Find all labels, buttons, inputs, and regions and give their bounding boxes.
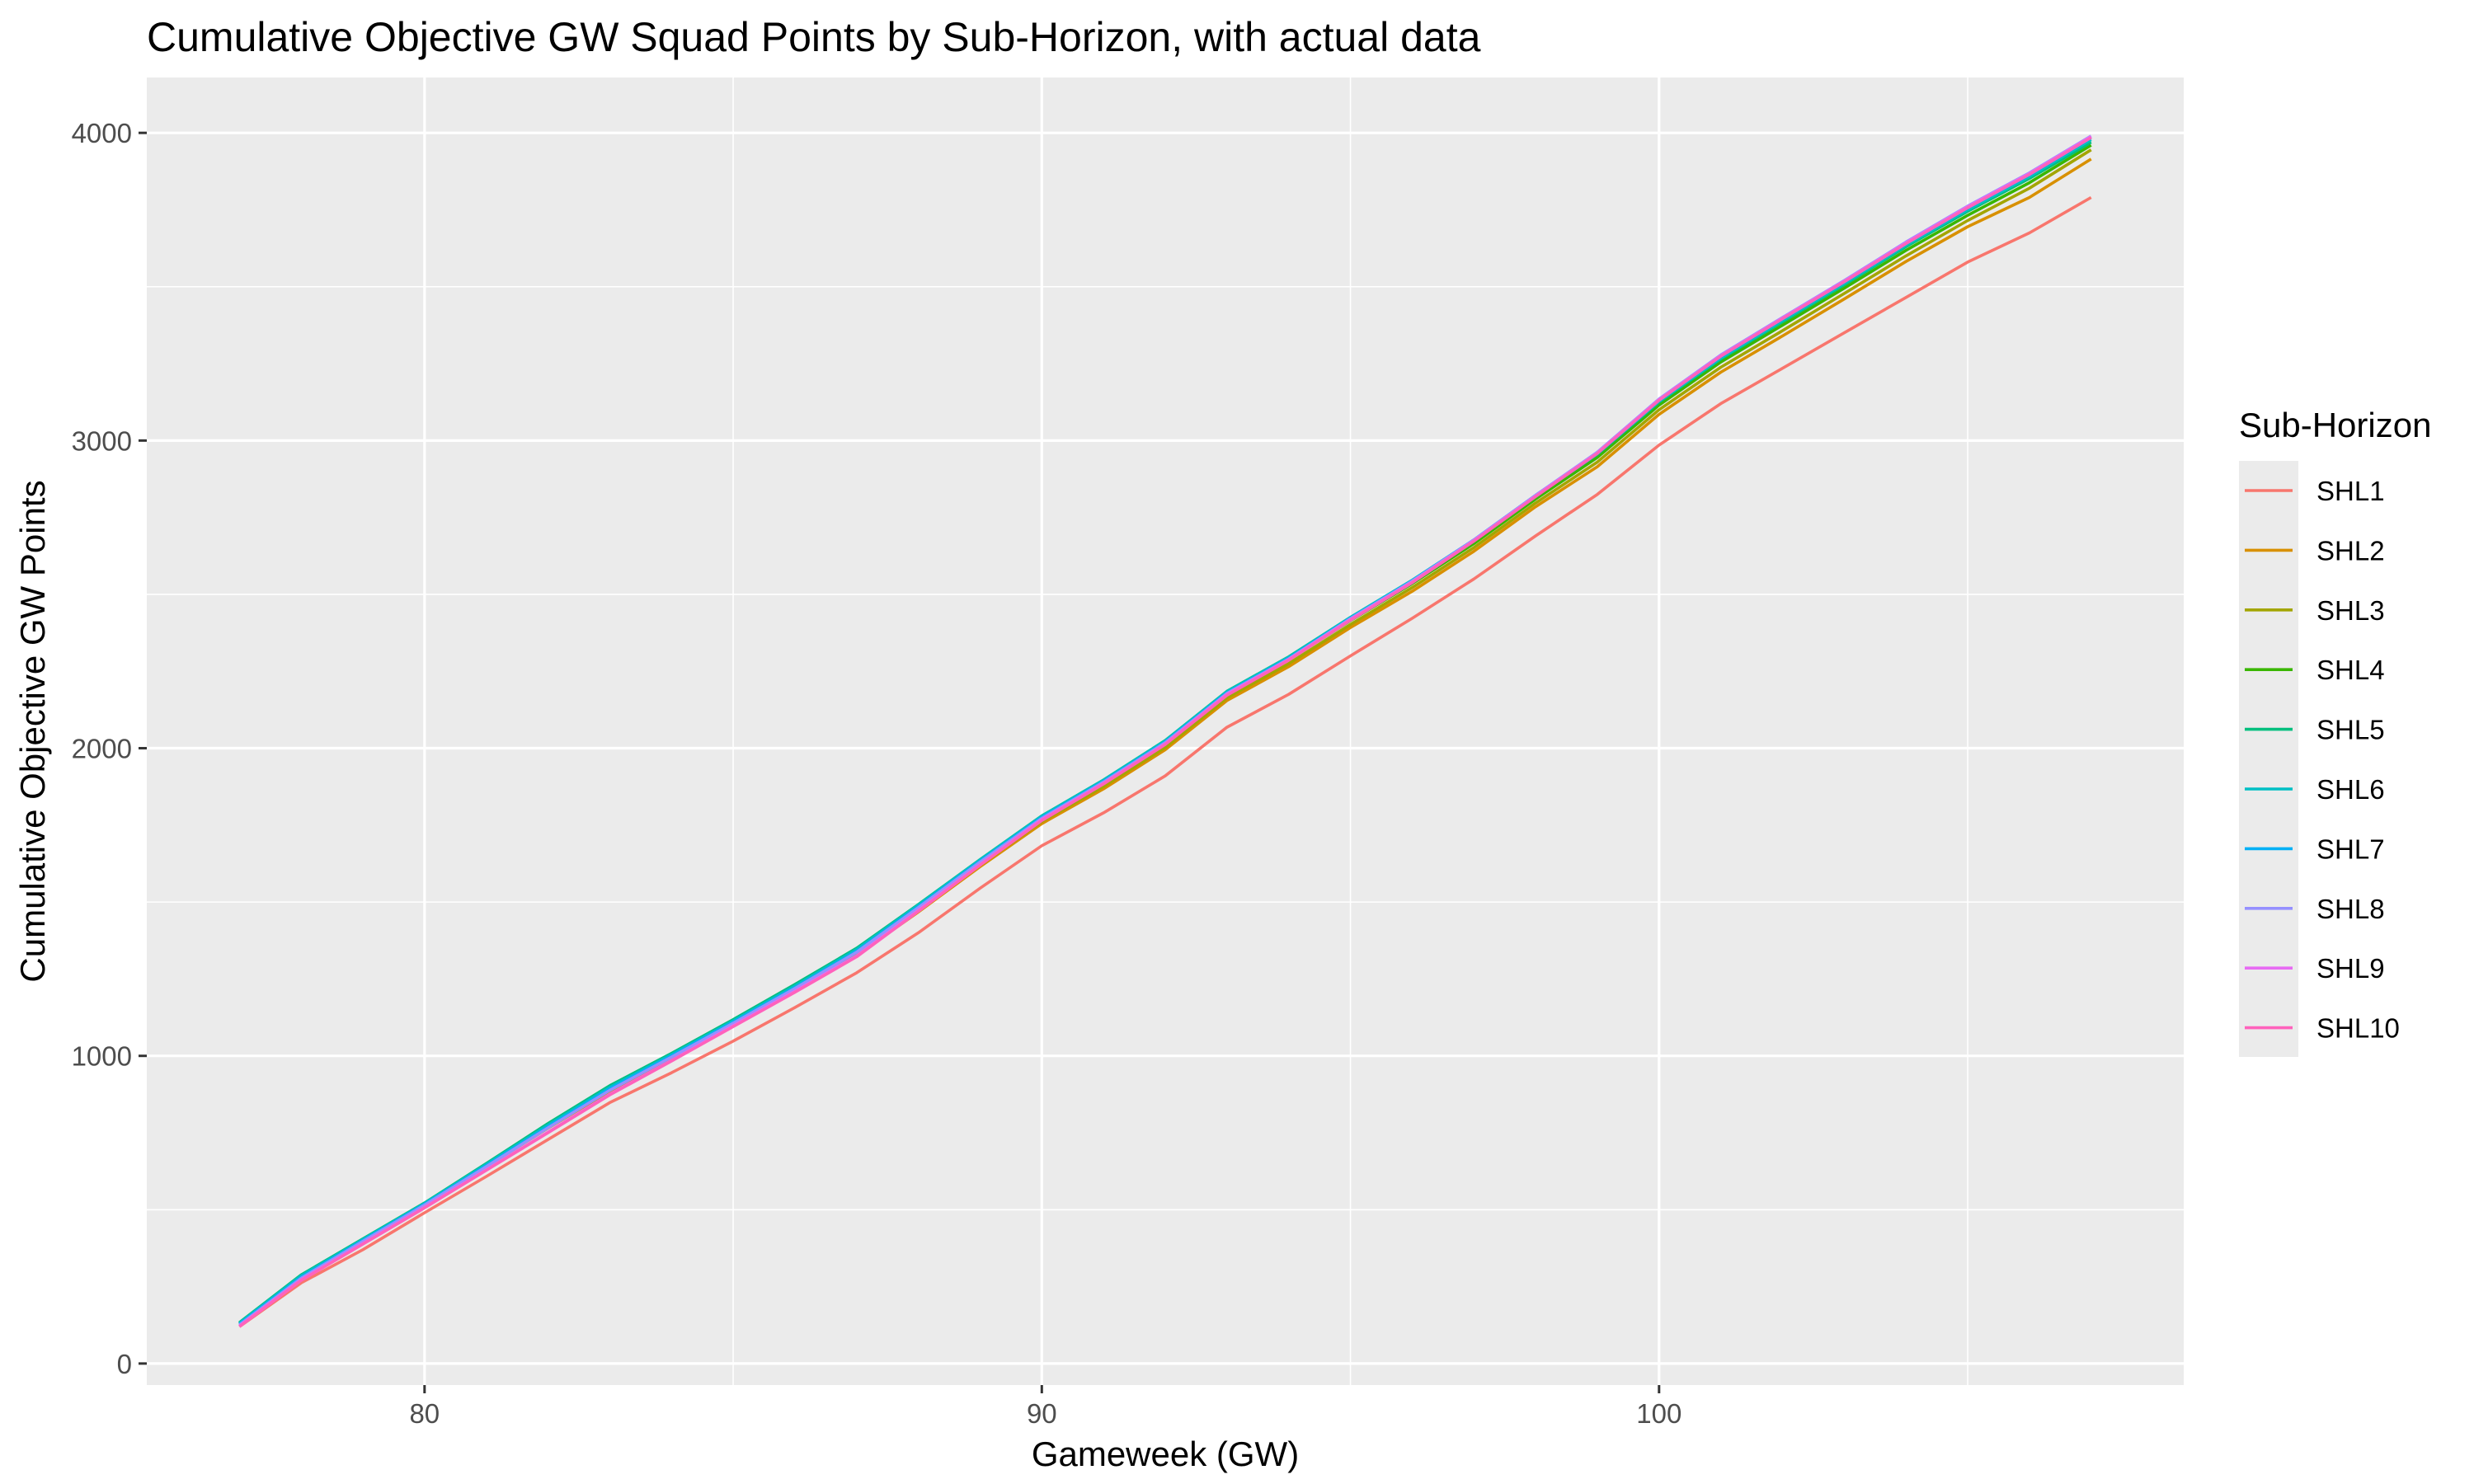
series-line-shl1 bbox=[238, 195, 2092, 1328]
legend-title: Sub-Horizon bbox=[2239, 406, 2431, 444]
series-lines bbox=[238, 134, 2092, 1328]
y-tick-label: 1000 bbox=[72, 1041, 132, 1072]
legend-key-background bbox=[2239, 461, 2298, 1057]
legend-label-shl4: SHL4 bbox=[2316, 655, 2385, 685]
x-tick-label: 80 bbox=[409, 1398, 440, 1429]
legend-label-shl2: SHL2 bbox=[2316, 535, 2385, 566]
x-axis-title: Gameweek (GW) bbox=[1032, 1435, 1299, 1473]
x-tick-label: 90 bbox=[1027, 1398, 1057, 1429]
legend-items: SHL1 SHL2 SHL3 SHL4 SHL5 SHL6 SHL7 SHL8 SHL9 SHL1… bbox=[2245, 476, 2400, 1044]
major-gridlines bbox=[147, 77, 2184, 1385]
x-tick-label: 100 bbox=[1636, 1398, 1681, 1429]
y-tick-label: 3000 bbox=[72, 425, 132, 456]
series-line-shl10 bbox=[238, 136, 2092, 1328]
legend-label-shl10: SHL10 bbox=[2316, 1013, 2400, 1044]
y-axis-title: Cumulative Objective GW Points bbox=[13, 480, 52, 982]
legend-label-shl7: SHL7 bbox=[2316, 834, 2385, 864]
y-tick-label: 4000 bbox=[72, 118, 132, 148]
chart-title: Cumulative Objective GW Squad Points by … bbox=[147, 14, 1481, 60]
y-tick-label: 2000 bbox=[72, 734, 132, 764]
legend-label-shl1: SHL1 bbox=[2316, 476, 2385, 506]
y-tick-label: 0 bbox=[117, 1349, 132, 1379]
legend-label-shl3: SHL3 bbox=[2316, 595, 2385, 626]
legend-label-shl5: SHL5 bbox=[2316, 715, 2385, 745]
axis-ticks bbox=[139, 131, 1661, 1393]
legend-label-shl6: SHL6 bbox=[2316, 774, 2385, 805]
legend-label-shl9: SHL9 bbox=[2316, 953, 2385, 984]
legend-label-shl8: SHL8 bbox=[2316, 894, 2385, 924]
legend: Sub-Horizon SHL1 SHL2 SHL3 SHL4 SHL5 SHL6 SHL7… bbox=[2239, 406, 2431, 1057]
